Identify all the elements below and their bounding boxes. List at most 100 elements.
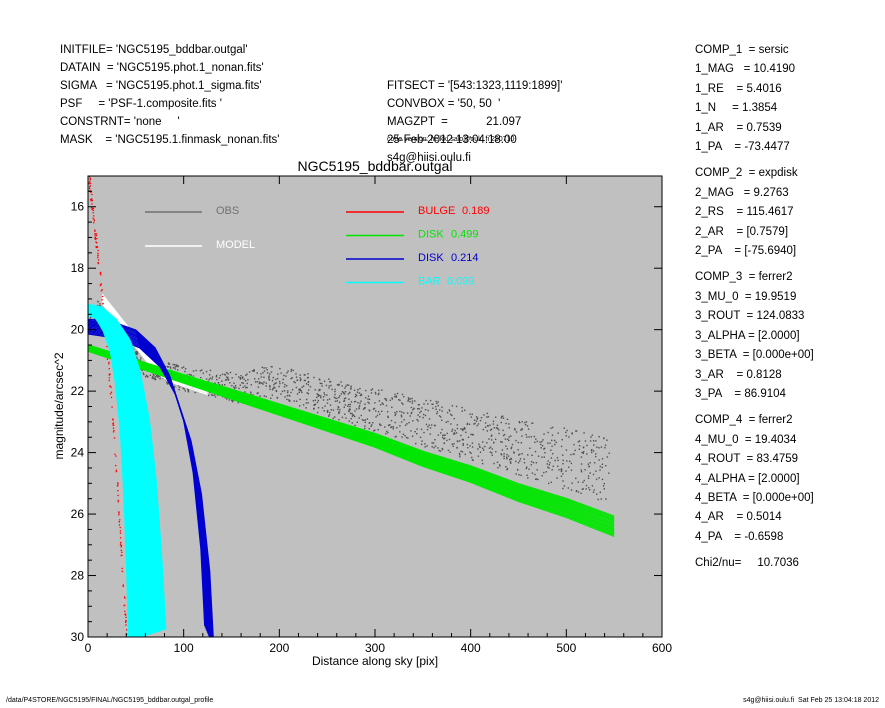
- obs-point: [565, 470, 567, 472]
- obs-point: [153, 375, 155, 377]
- obs-point: [233, 382, 235, 384]
- obs-point: [401, 393, 404, 396]
- obs-point: [497, 467, 499, 469]
- obs-point: [592, 440, 595, 442]
- obs-point: [595, 453, 597, 455]
- obs-point: [364, 425, 366, 427]
- obs-point: [471, 456, 473, 459]
- obs-point: [403, 419, 405, 421]
- obs-point: [307, 392, 310, 395]
- obs-point: [386, 411, 389, 413]
- bulge-point: [118, 511, 120, 513]
- obs-point: [352, 414, 355, 416]
- obs-point: [570, 489, 573, 491]
- obs-point: [239, 378, 241, 380]
- obs-point: [387, 424, 390, 427]
- obs-point: [447, 449, 450, 452]
- obs-point: [400, 421, 403, 423]
- obs-point: [239, 384, 241, 386]
- obs-point: [271, 389, 274, 391]
- obs-point: [247, 379, 249, 381]
- obs-point: [584, 440, 587, 442]
- bulge-point: [112, 418, 114, 420]
- obs-point: [436, 402, 438, 405]
- obs-point: [307, 384, 310, 386]
- obs-point: [299, 398, 301, 401]
- obs-point: [189, 374, 192, 376]
- obs-point: [464, 428, 466, 430]
- obs-point: [444, 437, 446, 439]
- obs-point: [367, 401, 369, 403]
- bulge-point: [106, 345, 108, 348]
- obs-point: [527, 477, 529, 479]
- obs-point: [263, 381, 265, 383]
- obs-point: [257, 392, 259, 394]
- obs-point: [557, 465, 559, 467]
- obs-point: [408, 421, 410, 424]
- component-param-line: 4_MU_0 = 19.4034: [695, 433, 797, 446]
- obs-point: [354, 396, 357, 398]
- obs-point: [436, 411, 439, 413]
- obs-point: [551, 434, 554, 436]
- obs-point: [432, 407, 434, 409]
- obs-point: [293, 381, 295, 383]
- obs-point: [187, 390, 189, 392]
- obs-point: [252, 394, 254, 396]
- obs-point: [318, 389, 320, 392]
- obs-point: [403, 412, 405, 414]
- obs-point: [374, 402, 376, 404]
- obs-point: [367, 398, 369, 400]
- bulge-point: [91, 198, 93, 200]
- bulge-point: [89, 178, 91, 180]
- obs-point: [295, 386, 298, 389]
- obs-point: [157, 376, 159, 378]
- bulge-point: [119, 532, 122, 534]
- obs-point: [344, 397, 347, 399]
- obs-point: [506, 453, 508, 456]
- obs-point: [453, 418, 455, 420]
- y-tick-label: 24: [71, 446, 85, 460]
- bulge-point: [108, 377, 111, 379]
- obs-point: [590, 449, 593, 452]
- obs-point: [534, 450, 537, 453]
- obs-point: [304, 379, 306, 382]
- obs-point: [263, 370, 266, 372]
- obs-point: [391, 406, 393, 408]
- obs-point: [577, 481, 580, 483]
- obs-point: [525, 421, 528, 423]
- obs-point: [340, 393, 343, 395]
- obs-point: [535, 478, 537, 480]
- obs-point: [336, 397, 338, 400]
- obs-point: [490, 439, 493, 441]
- obs-point: [254, 378, 256, 380]
- obs-point: [458, 452, 461, 455]
- obs-point: [381, 402, 383, 404]
- obs-point: [489, 429, 492, 431]
- obs-point: [317, 394, 319, 396]
- obs-point: [404, 424, 407, 426]
- obs-point: [470, 433, 472, 436]
- obs-point: [446, 432, 448, 435]
- obs-point: [587, 477, 590, 479]
- obs-point: [280, 372, 282, 374]
- obs-point: [571, 482, 573, 484]
- obs-point: [279, 382, 281, 385]
- obs-point: [462, 444, 464, 446]
- obs-point: [319, 382, 321, 385]
- obs-point: [362, 408, 365, 410]
- obs-point: [364, 421, 366, 423]
- obs-point: [366, 418, 369, 420]
- obs-point: [471, 446, 474, 448]
- obs-point: [596, 493, 598, 495]
- obs-point: [571, 432, 573, 434]
- obs-point: [451, 430, 453, 432]
- obs-point: [482, 441, 484, 443]
- component-group: COMP_3 = ferrer2 3_MU_0 = 19.9519 3_ROUT =…: [695, 268, 814, 404]
- header-left-line: DATAIN = 'NGC5195.phot.1_nonan.fits': [60, 62, 264, 74]
- obs-point: [503, 433, 506, 436]
- obs-point: [550, 481, 552, 483]
- obs-point: [326, 411, 329, 413]
- obs-point: [358, 407, 360, 410]
- obs-point: [327, 409, 329, 412]
- bulge-point: [91, 203, 93, 205]
